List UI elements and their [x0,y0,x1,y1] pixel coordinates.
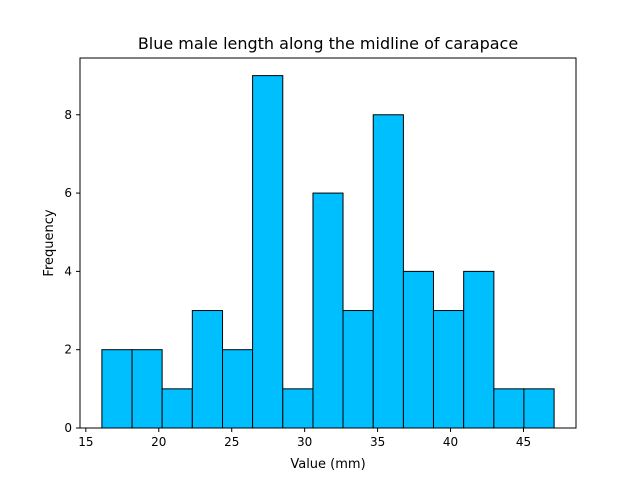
histogram-bar [432,310,465,429]
x-tick-label: 30 [297,435,312,449]
histogram-bar [252,75,284,429]
y-tick-label: 2 [64,343,72,357]
y-tick-label: 4 [64,264,72,278]
histogram-bar [131,349,163,429]
y-tick-label: 0 [64,421,72,435]
histogram-bar [342,310,374,429]
histogram-bar [282,388,314,429]
histogram-bar [523,388,555,429]
histogram-bar [372,114,404,429]
histogram-bar [493,388,525,429]
plot-frame [79,57,577,429]
x-axis-label: Value (mm) [290,457,365,472]
histogram-bar [463,270,495,429]
bars-group [101,75,555,429]
y-axis-label: Frequency [42,209,57,276]
chart-title: Blue male length along the midline of ca… [138,34,518,53]
x-tick-label: 20 [151,435,166,449]
y-tick-label: 6 [64,186,72,200]
y-axis-ticks: 0 2 4 6 8 [64,108,80,435]
x-tick-label: 15 [78,435,93,449]
x-tick-label: 40 [443,435,458,449]
x-tick-label: 25 [224,435,239,449]
x-tick-label: 35 [370,435,385,449]
x-tick-label: 45 [516,435,531,449]
x-axis-ticks: 15 20 25 30 35 40 45 [78,428,531,449]
y-tick-label: 8 [64,108,72,122]
histogram-bar [222,349,254,429]
histogram-bar [402,270,434,429]
histogram-bar [312,192,344,429]
histogram-bar [161,388,193,429]
histogram-bar [101,349,133,429]
histogram-bar [191,310,224,429]
